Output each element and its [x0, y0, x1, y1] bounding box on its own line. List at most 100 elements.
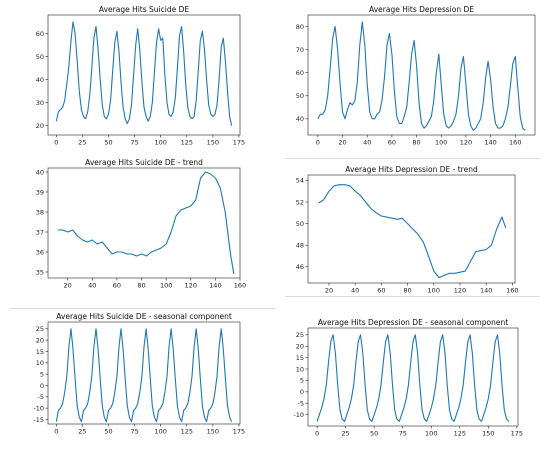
chart-3-xtick-label-0: 20	[64, 282, 72, 290]
chart-1-xtick-label-5: 125	[181, 139, 193, 147]
chart-3-ytick-label-5: 40	[36, 168, 44, 176]
chart-panel-depression-seasonal: Average Hits Depression DE - seasonal co…	[290, 318, 523, 446]
chart-3-frame	[47, 167, 241, 279]
chart-2-xtick-label-7: 140	[484, 139, 496, 147]
chart-5-ytick-label-1: -10	[33, 404, 44, 412]
chart-6-ytick-label-1: -5	[298, 400, 304, 408]
separator-right-1	[285, 158, 540, 159]
chart-5-xtick-label-5: 125	[181, 428, 193, 436]
chart-1-frame	[47, 14, 241, 136]
chart-2-frame	[307, 14, 536, 136]
chart-1-ytick-label-4: 60	[36, 30, 44, 38]
chart-2-ytick-label-2: 60	[296, 69, 304, 77]
chart-5-ytick-label-6: 15	[36, 348, 44, 356]
chart-2-xtick-label-6: 120	[460, 139, 472, 147]
chart-1-ytick-label-3: 50	[36, 53, 44, 61]
chart-4-ytick-label-4: 54	[296, 177, 304, 185]
chart-4-ytick-label-3: 52	[296, 198, 304, 206]
chart-1-xtick-label-7: 175	[233, 139, 245, 147]
chart-1-xtick-label-2: 50	[104, 139, 112, 147]
chart-3-title: Average Hits Suicide DE - trend	[85, 158, 203, 167]
chart-3-ytick-label-0: 35	[36, 268, 44, 276]
chart-6-xtick-label-1: 25	[342, 430, 350, 438]
chart-1-xtick-label-0: 0	[54, 139, 58, 147]
chart-panel-suicide-seasonal: Average Hits Suicide DE - seasonal compo…	[30, 312, 245, 446]
chart-6-xtick-label-7: 175	[511, 430, 523, 438]
chart-2-xtick-label-0: 0	[316, 139, 320, 147]
chart-suicide-seasonal: Average Hits Suicide DE - seasonal compo…	[33, 312, 245, 436]
chart-5-ytick-label-5: 10	[36, 359, 44, 367]
chart-4-xtick-label-5: 120	[454, 287, 466, 295]
chart-depression: Average Hits Depression DE 40 50 60 70 80 0 20 4…	[296, 5, 536, 147]
chart-2-xtick-label-4: 80	[412, 139, 420, 147]
chart-4-xtick-label-3: 80	[403, 287, 411, 295]
chart-2-ytick-label-0: 40	[296, 115, 304, 123]
chart-3-xtick-label-3: 80	[137, 282, 145, 290]
chart-2-xtick-label-1: 20	[338, 139, 346, 147]
chart-1-xtick-label-1: 25	[78, 139, 86, 147]
chart-5-ytick-label-2: -5	[38, 393, 44, 401]
chart-3-ytick-label-4: 39	[36, 188, 44, 196]
chart-6-ytick-label-3: 5	[300, 377, 304, 385]
separator-left	[10, 308, 275, 309]
chart-5-title: Average Hits Suicide DE - seasonal compo…	[56, 312, 232, 321]
chart-3-ytick-label-1: 36	[36, 248, 44, 256]
chart-5-series-line	[55, 328, 233, 423]
chart-panel-depression-trend: Average Hits Depression DE - trend 46 48 50…	[290, 165, 520, 305]
chart-3-series-line	[57, 171, 235, 275]
chart-5-xtick-label-3: 75	[130, 428, 138, 436]
chart-4-ytick-label-1: 48	[296, 242, 304, 250]
chart-5-xtick-label-2: 50	[104, 428, 112, 436]
chart-6-ytick-label-4: 10	[296, 365, 304, 373]
chart-4-ytick-label-0: 46	[296, 263, 304, 271]
chart-1-ytick-label-0: 20	[36, 122, 44, 130]
chart-2-ytick-label-4: 80	[296, 23, 304, 31]
chart-panel-depression: Average Hits Depression DE 40 50 60 70 80 0 20 4…	[290, 5, 536, 150]
chart-3-xtick-label-4: 100	[160, 282, 172, 290]
chart-3-ytick-label-2: 37	[36, 228, 44, 236]
chart-5-ytick-label-4: 5	[40, 370, 44, 378]
chart-2-xtick-label-3: 60	[388, 139, 396, 147]
chart-3-xtick-label-6: 140	[209, 282, 221, 290]
chart-3-xtick-label-7: 160	[234, 282, 246, 290]
chart-4-xtick-label-0: 20	[325, 287, 333, 295]
chart-4-xtick-label-4: 100	[428, 287, 440, 295]
chart-depression-trend: Average Hits Depression DE - trend 46 48 50…	[296, 165, 519, 295]
chart-6-ytick-label-5: 15	[296, 354, 304, 362]
chart-4-xtick-label-7: 160	[506, 287, 518, 295]
chart-4-series-line	[318, 184, 507, 279]
chart-panel-suicide: Average Hits Suicide DE 20 30 40 50 60 0 25 50 75…	[30, 5, 245, 150]
chart-6-ytick-label-7: 25	[296, 331, 304, 339]
chart-4-xtick-label-1: 40	[351, 287, 359, 295]
chart-1-ytick-label-2: 40	[36, 76, 44, 84]
chart-1-xtick-label-3: 75	[130, 139, 138, 147]
chart-panel-suicide-trend: Average Hits Suicide DE - trend 35 36 37 38 3…	[30, 158, 246, 303]
chart-4-ytick-label-2: 50	[296, 220, 304, 228]
chart-1-xtick-label-4: 100	[154, 139, 166, 147]
chart-6-frame	[307, 327, 519, 427]
chart-suicide: Average Hits Suicide DE 20 30 40 50 60 0 25 50 75…	[36, 5, 245, 147]
chart-3-xtick-label-1: 40	[88, 282, 96, 290]
chart-2-xtick-label-2: 40	[363, 139, 371, 147]
chart-4-title: Average Hits Depression DE - trend	[345, 165, 478, 174]
chart-6-xtick-label-6: 150	[482, 430, 494, 438]
chart-1-xtick-label-6: 150	[207, 139, 219, 147]
chart-6-xtick-label-4: 100	[425, 430, 437, 438]
chart-5-xtick-label-4: 100	[154, 428, 166, 436]
chart-3-xtick-label-2: 60	[113, 282, 121, 290]
chart-5-ytick-label-8: 25	[36, 325, 44, 333]
chart-depression-seasonal: Average Hits Depression DE - seasonal co…	[293, 318, 523, 438]
chart-6-series-line	[316, 334, 510, 422]
chart-5-ytick-label-7: 20	[36, 336, 44, 344]
chart-2-title: Average Hits Depression DE	[369, 5, 474, 14]
chart-5-ytick-label-3: 0	[40, 382, 44, 390]
chart-5-xtick-label-0: 0	[54, 428, 58, 436]
chart-4-xtick-label-6: 140	[480, 287, 492, 295]
chart-2-xtick-label-8: 160	[509, 139, 521, 147]
chart-5-frame	[47, 321, 241, 425]
chart-6-title: Average Hits Depression DE - seasonal co…	[318, 318, 508, 327]
chart-6-xtick-label-3: 75	[399, 430, 407, 438]
chart-1-title: Average Hits Suicide DE	[99, 5, 189, 14]
chart-1-ytick-label-1: 30	[36, 99, 44, 107]
chart-6-ytick-label-6: 20	[296, 343, 304, 351]
